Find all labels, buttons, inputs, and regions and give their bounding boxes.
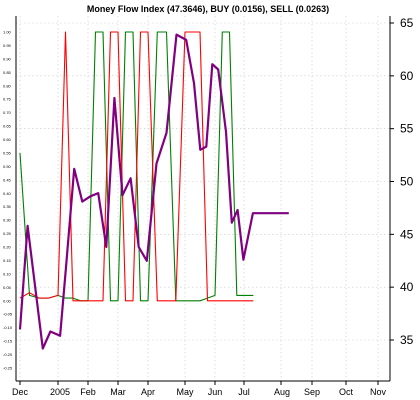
left-tick-label: 0.55 <box>3 150 12 155</box>
left-tick-label: 0.50 <box>3 164 12 169</box>
x-axis-ticks: Dec 2005 Feb Mar Apr May Jun Jul Aug Sep Oct Nov <box>12 381 387 397</box>
left-tick-label: 0.75 <box>3 97 12 102</box>
x-tick-label: Feb <box>80 387 96 397</box>
left-tick-label: 0.45 <box>3 177 12 182</box>
right-tick-label: 55 <box>400 122 414 136</box>
series-layer <box>18 31 289 350</box>
left-tick-label: 0.00 <box>3 298 12 303</box>
x-tick-label: May <box>176 387 194 397</box>
left-tick-label: 0.10 <box>3 271 12 276</box>
x-tick-label: Nov <box>370 387 387 397</box>
left-tick-label: -0.25 <box>3 366 13 371</box>
right-tick-label: 65 <box>400 16 414 30</box>
left-tick-label: 0.80 <box>3 83 12 88</box>
left-tick-label: 0.70 <box>3 110 12 115</box>
x-tick-label: Sep <box>304 387 320 397</box>
left-tick-label: 1.00 <box>3 30 12 35</box>
left-axis-ticks: -0.25 -0.20 -0.15 -0.10 -0.05 0.00 0.05 0.10 0.1… <box>3 30 13 371</box>
x-tick-label: Apr <box>141 387 155 397</box>
series-line-money-flow-index <box>18 33 289 350</box>
x-tick-label: Jun <box>208 387 223 397</box>
left-tick-label: 0.20 <box>3 245 12 250</box>
left-tick-label: 0.25 <box>3 231 12 236</box>
grid-lines <box>16 16 390 381</box>
x-tick-label: 2005 <box>50 387 70 397</box>
x-tick-label: Dec <box>12 387 29 397</box>
left-tick-label: 0.65 <box>3 124 12 129</box>
left-tick-label: 0.60 <box>3 137 12 142</box>
left-tick-label: 0.15 <box>3 258 12 263</box>
left-tick-label: 0.05 <box>3 285 12 290</box>
left-tick-label: 0.30 <box>3 218 12 223</box>
right-tick-label: 35 <box>400 333 414 347</box>
right-axis-ticks: 35 40 45 50 55 60 65 <box>390 16 414 347</box>
x-tick-label: Oct <box>339 387 354 397</box>
right-tick-label: 45 <box>400 227 414 241</box>
left-tick-label: 0.95 <box>3 43 12 48</box>
left-tick-label: 0.90 <box>3 56 12 61</box>
left-tick-label: -0.15 <box>3 339 13 344</box>
x-tick-label: Jul <box>238 387 250 397</box>
axes <box>15 16 391 382</box>
left-tick-label: 0.85 <box>3 70 12 75</box>
right-tick-label: 60 <box>400 69 414 83</box>
chart-title: Money Flow Index (47.3646), BUY (0.0156)… <box>87 4 329 14</box>
right-tick-label: 40 <box>400 280 414 294</box>
left-tick-label: -0.05 <box>3 312 13 317</box>
x-tick-label: Mar <box>110 387 126 397</box>
series-line-sell <box>19 31 254 302</box>
left-tick-label: -0.20 <box>3 352 13 357</box>
left-tick-label: 0.40 <box>3 191 12 196</box>
x-tick-label: Aug <box>274 387 290 397</box>
left-tick-label: 0.35 <box>3 204 12 209</box>
right-tick-label: 50 <box>400 175 414 189</box>
left-tick-label: -0.10 <box>3 325 13 330</box>
